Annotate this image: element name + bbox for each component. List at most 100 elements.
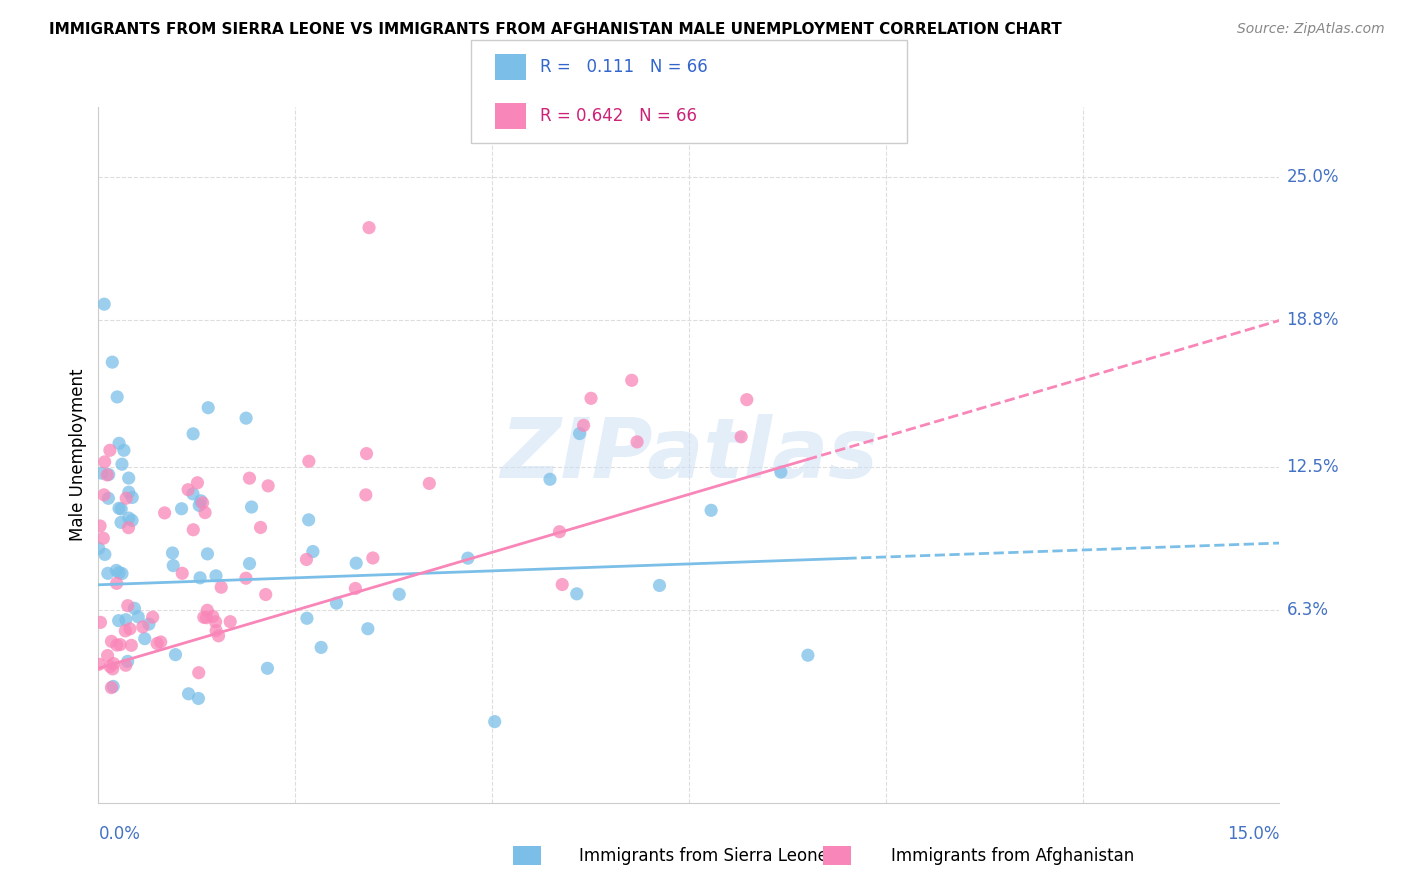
Point xyxy=(107,614,129,628)
Point xyxy=(91,531,114,545)
Point xyxy=(105,576,128,591)
Text: 15.0%: 15.0% xyxy=(1227,825,1279,843)
Point xyxy=(153,506,176,520)
Point xyxy=(797,648,820,663)
Point xyxy=(149,635,172,649)
Text: IMMIGRANTS FROM SIERRA LEONE VS IMMIGRANTS FROM AFGHANISTAN MALE UNEMPLOYMENT CO: IMMIGRANTS FROM SIERRA LEONE VS IMMIGRAN… xyxy=(49,22,1062,37)
Point xyxy=(354,488,377,502)
Point xyxy=(181,426,204,441)
Point xyxy=(572,418,595,433)
Point xyxy=(101,662,124,676)
Point xyxy=(325,596,347,610)
Point xyxy=(118,471,141,485)
Point xyxy=(115,613,138,627)
Point xyxy=(110,638,132,652)
Point xyxy=(249,520,271,534)
Point xyxy=(146,636,169,650)
Text: ZIPatlas: ZIPatlas xyxy=(501,415,877,495)
Point xyxy=(101,355,124,369)
Point xyxy=(235,571,257,585)
Point xyxy=(240,500,263,514)
Point xyxy=(103,657,125,671)
Point xyxy=(357,220,380,235)
Text: R = 0.642   N = 66: R = 0.642 N = 66 xyxy=(540,107,697,125)
Point xyxy=(201,609,224,624)
Point xyxy=(356,447,378,461)
Point xyxy=(142,610,165,624)
Point xyxy=(197,547,219,561)
Point xyxy=(114,658,136,673)
Point xyxy=(90,466,112,480)
Point xyxy=(114,624,136,638)
Point xyxy=(112,443,135,458)
Point xyxy=(193,610,215,624)
Point xyxy=(111,566,134,581)
Point xyxy=(730,430,752,444)
Point xyxy=(191,496,214,510)
Point xyxy=(177,483,200,497)
Point xyxy=(551,577,574,591)
Y-axis label: Male Unemployment: Male Unemployment xyxy=(69,368,87,541)
Point xyxy=(170,501,193,516)
Text: 6.3%: 6.3% xyxy=(1286,601,1329,619)
Point xyxy=(298,454,321,468)
Point xyxy=(108,436,131,450)
Point xyxy=(257,479,280,493)
Point xyxy=(207,629,229,643)
Point xyxy=(388,587,411,601)
Point xyxy=(309,640,332,655)
Point xyxy=(568,426,591,441)
Text: R =   0.111   N = 66: R = 0.111 N = 66 xyxy=(540,58,707,76)
Point xyxy=(186,475,208,490)
Point xyxy=(105,390,128,404)
Point xyxy=(100,681,122,695)
Text: 0.0%: 0.0% xyxy=(98,825,141,843)
Point xyxy=(238,471,260,485)
Text: 18.8%: 18.8% xyxy=(1286,311,1339,329)
Point xyxy=(302,544,325,558)
Point xyxy=(357,622,380,636)
Point xyxy=(121,491,143,505)
Point xyxy=(195,610,218,624)
Point xyxy=(735,392,758,407)
Point xyxy=(205,624,228,638)
Point xyxy=(89,615,111,630)
Point xyxy=(165,648,187,662)
Point xyxy=(361,551,384,566)
Text: Immigrants from Sierra Leone: Immigrants from Sierra Leone xyxy=(578,847,828,865)
Point xyxy=(110,516,132,530)
Point xyxy=(181,487,204,501)
Point xyxy=(96,648,118,663)
Point xyxy=(89,519,111,533)
Point xyxy=(344,556,367,570)
Point xyxy=(579,392,602,406)
Point xyxy=(96,467,118,482)
Point xyxy=(188,499,211,513)
Point xyxy=(700,503,723,517)
Point xyxy=(256,661,278,675)
Point xyxy=(117,599,139,613)
Point xyxy=(105,638,128,652)
Point xyxy=(194,506,217,520)
Point xyxy=(295,552,318,566)
Point xyxy=(181,523,204,537)
Point xyxy=(457,551,479,566)
Point xyxy=(162,558,184,573)
Text: Source: ZipAtlas.com: Source: ZipAtlas.com xyxy=(1237,22,1385,37)
Point xyxy=(118,511,141,525)
Point xyxy=(101,680,124,694)
Point xyxy=(190,493,212,508)
Point xyxy=(118,622,141,636)
Point xyxy=(117,654,139,668)
Point xyxy=(93,488,115,502)
Point xyxy=(115,491,138,506)
Point xyxy=(93,297,115,311)
Point xyxy=(108,501,131,516)
Point xyxy=(187,691,209,706)
Point xyxy=(100,634,122,648)
Point xyxy=(134,632,156,646)
Point xyxy=(97,566,120,581)
Point xyxy=(177,687,200,701)
Point xyxy=(162,546,184,560)
Point xyxy=(172,566,194,581)
